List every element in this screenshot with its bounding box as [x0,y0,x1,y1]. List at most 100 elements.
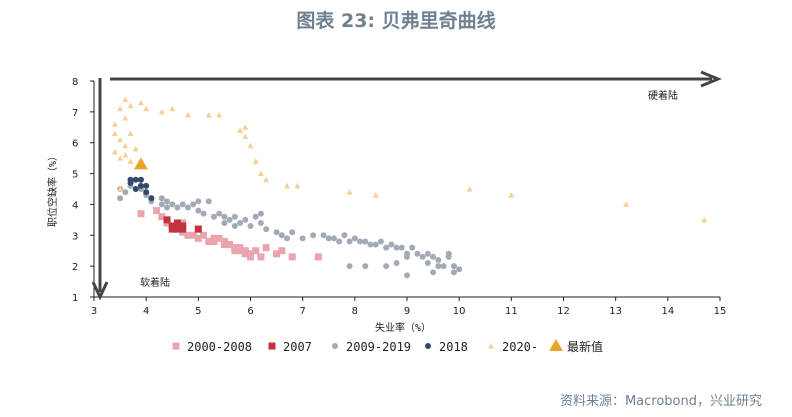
data-point [289,229,296,236]
data-point [117,155,124,161]
y-tick-label: 1 [72,293,78,304]
data-point [173,225,181,233]
data-point [164,198,171,205]
data-point [263,226,270,233]
legend-label: 2007 [283,340,312,354]
soft-landing-arrow-head [91,281,109,301]
data-point [273,229,280,236]
data-point [404,272,410,279]
data-point [231,223,238,230]
data-point [174,204,181,211]
data-point [383,263,390,270]
data-point [200,231,208,239]
data-point [440,263,447,270]
data-point [210,234,218,242]
data-point [111,121,118,127]
x-tick-label: 8 [352,306,358,317]
legend-item: 2007 [268,340,312,354]
data-point [409,244,416,251]
y-tick-label: 2 [72,262,78,273]
x-axis-title: 失业率（%） [375,321,431,334]
data-point [220,237,228,245]
beveridge-curve-chart: 3 4 5 6 7 8 9 10 11 12 13 14 1512345678失业率（%）职位空缺率（%… [46,70,726,354]
data-point [273,250,281,258]
y-tick-label: 7 [72,108,78,119]
data-point [158,195,165,202]
data-point [117,136,124,143]
data-point [383,244,390,251]
data-point [237,219,244,226]
data-point [158,201,165,208]
data-point [117,195,124,202]
data-point [153,207,161,215]
data-point [221,219,228,226]
data-point [169,201,176,208]
legend-item: 2020- [488,340,538,354]
data-point [127,102,134,109]
legend-label: 2020- [502,340,538,354]
hard-landing-label: 硬着陆 [648,89,678,102]
legend-label: 2018 [439,340,468,354]
legend-label: 2009-2019 [346,340,411,354]
legend-item: 2000-2008 [172,340,252,354]
y-tick-label: 5 [72,170,78,181]
data-point [122,115,129,121]
data-point [137,99,144,106]
data-point [450,269,457,276]
data-point [435,263,442,270]
data-point [137,176,144,183]
data-point [294,182,301,189]
x-tick-label: 9 [404,306,410,317]
data-point [320,232,327,239]
data-point [357,238,364,245]
data-point [398,244,405,251]
y-tick-label: 4 [72,200,78,211]
data-point [284,182,291,189]
data-point [194,225,202,233]
data-point [200,210,207,217]
data-point [247,223,254,230]
data-point [143,182,150,189]
data-point [226,216,233,223]
chart-title: 图表 23: 贝弗里奇曲线 [296,10,496,32]
data-point [231,213,238,220]
data-point [351,235,358,242]
data-point [252,158,259,164]
data-point [215,234,223,242]
data-point [111,130,118,136]
legend-label: 2000-2008 [187,340,252,354]
data-point [163,216,171,224]
data-point [226,241,234,249]
x-tick-label: 12 [557,306,570,317]
data-point [117,186,124,192]
data-point [195,207,202,214]
data-point [236,244,244,252]
data-point [137,210,145,218]
data-point [164,204,171,211]
legend-label: 最新值 [567,339,603,354]
data-point [419,253,426,260]
data-point [122,152,129,158]
x-tick-label: 4 [143,306,149,317]
legend-marker [425,343,431,349]
data-point [117,105,124,112]
data-point [336,238,343,245]
data-point [252,247,260,255]
x-tick-label: 14 [661,306,674,317]
data-point [284,235,291,242]
data-point [424,260,431,267]
data-point [430,253,437,260]
data-point [372,241,379,248]
data-point [242,216,249,223]
data-point [404,253,410,260]
data-point [257,210,264,217]
data-point [388,241,395,248]
data-point [143,105,150,112]
legend-marker [172,342,180,350]
data-point [221,213,228,220]
data-point [456,266,463,273]
data-point [508,192,515,198]
hard-landing-arrow-head [700,70,722,88]
data-point [148,195,155,202]
legend-marker [268,342,276,350]
